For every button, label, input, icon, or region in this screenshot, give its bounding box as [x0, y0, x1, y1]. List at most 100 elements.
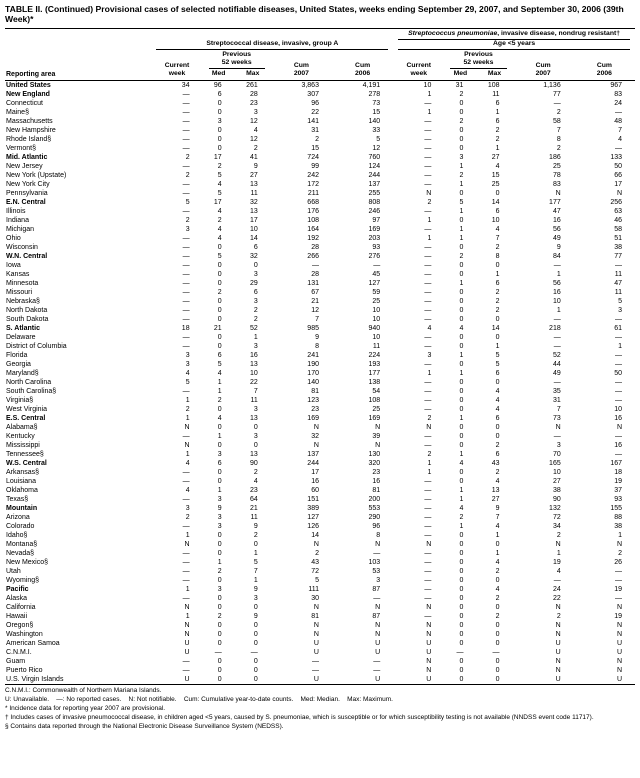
value-cell: 7	[253, 567, 258, 575]
value-cell: —	[182, 576, 190, 584]
value-cell: —	[424, 144, 432, 152]
value-cell: 10	[491, 216, 500, 224]
value-cell: 3	[253, 432, 258, 440]
value-cell: 1	[459, 162, 464, 170]
value-cell: 0	[495, 639, 500, 647]
value-cell: 4	[185, 459, 190, 467]
value-cell: 0	[459, 675, 464, 683]
value-cell: 1	[459, 351, 464, 359]
value-cell: —	[182, 549, 190, 557]
value-cell: 3	[185, 351, 190, 359]
value-cell: 19	[614, 477, 622, 485]
value-cell: 15	[491, 171, 500, 179]
table-row: Mountain 3 9 21 389 553 — 4 9 132 155	[5, 504, 635, 513]
value-cell: 2	[217, 162, 222, 170]
table-title: TABLE II. (Continued) Provisional cases …	[5, 4, 624, 25]
value-cell: 11	[614, 288, 622, 296]
value-cell: 278	[368, 90, 381, 98]
value-cell: —	[182, 117, 190, 125]
value-cell: N	[616, 423, 622, 431]
value-cell: 17	[250, 216, 258, 224]
value-cell: 5	[495, 351, 500, 359]
value-cell: 31	[455, 81, 464, 89]
value-cell: 266	[307, 252, 319, 260]
group1-header: Streptococcal disease, invasive, group A	[151, 28, 393, 51]
value-cell: 10	[372, 333, 381, 341]
value-cell: —	[311, 657, 319, 665]
value-cell: U	[184, 675, 190, 683]
value-cell: 4	[185, 369, 190, 377]
value-cell: —	[615, 144, 622, 152]
table-row: Vermont§ —0 2 15 12—0 1 2—	[5, 144, 635, 153]
value-cell: 13	[250, 207, 258, 215]
value-cell: 4	[253, 126, 258, 134]
value-cell: 0	[217, 342, 222, 350]
value-cell: —	[182, 243, 190, 251]
value-cell: —	[182, 252, 190, 260]
reporting-area-cell: California	[6, 603, 36, 611]
table-row: South Dakota — 0 2 7 10 — 0 0 — —	[5, 315, 635, 324]
value-cell: N	[426, 189, 432, 197]
value-cell: 193	[368, 360, 381, 368]
table-row: E.N. Central 5 17 32 668 808 2 5 14 177 256	[5, 198, 635, 207]
value-cell: 0	[495, 576, 500, 584]
value-cell: 3	[376, 576, 381, 584]
value-cell: —	[424, 342, 432, 350]
value-cell: 0	[459, 549, 464, 557]
value-cell: N	[555, 621, 561, 629]
value-cell: —	[311, 666, 319, 674]
value-cell: 4,191	[362, 81, 381, 89]
value-cell: —	[424, 306, 432, 314]
group2-header-label: Streptococcus pneumoniae, invasive disea…	[398, 30, 630, 41]
value-cell: 2	[459, 252, 464, 260]
value-cell: 760	[368, 153, 381, 161]
value-cell: —	[182, 288, 190, 296]
max-header-g1: Max	[234, 68, 271, 81]
value-cell: 0	[253, 603, 258, 611]
value-cell: 3,863	[301, 81, 319, 89]
value-cell: 10	[372, 306, 381, 314]
table-row: Louisiana — 0 4 16 16 — 0 4 27 19	[5, 477, 635, 486]
reporting-area-cell: Montana§	[6, 540, 38, 548]
table-header: Reporting area Streptococcal disease, in…	[5, 28, 635, 81]
value-cell: 3	[217, 450, 222, 458]
value-cell: —	[424, 261, 432, 269]
reporting-area-cell: Kansas	[6, 270, 30, 278]
value-cell: 29	[250, 279, 258, 287]
table-row: Minnesota — 0 29 131 127 — 1 6 56 47	[5, 279, 635, 288]
value-cell: 0	[459, 126, 464, 134]
table-row: W.S. Central 4 6 90 244 320 1 4 43 165 167	[5, 459, 635, 468]
value-cell: 38	[614, 522, 622, 530]
value-cell: —	[424, 297, 432, 305]
value-cell: N	[313, 603, 319, 611]
reporting-area-cell: New Mexico§	[6, 558, 49, 566]
value-cell: 0	[217, 441, 222, 449]
value-cell: 9	[253, 162, 258, 170]
value-cell: 21	[250, 504, 258, 512]
value-cell: 50	[614, 369, 622, 377]
value-cell: 23	[250, 99, 258, 107]
value-cell: 2	[495, 306, 500, 314]
value-cell: —	[424, 594, 432, 602]
value-cell: —	[424, 432, 432, 440]
value-cell: 126	[307, 522, 319, 530]
value-cell: —	[424, 288, 432, 296]
value-cell: 4	[495, 558, 500, 566]
value-cell: —	[424, 567, 432, 575]
reporting-area-cell: Iowa	[6, 261, 21, 269]
value-cell: —	[424, 486, 432, 494]
value-cell: 48	[614, 117, 622, 125]
value-cell: 0	[459, 342, 464, 350]
value-cell: 32	[250, 198, 258, 206]
value-cell: 16	[552, 288, 561, 296]
table-row: Arizona 2 3 11 127 290 — 2 7 72 88	[5, 513, 635, 522]
header-group-row: Reporting area Streptococcal disease, in…	[5, 28, 635, 81]
value-cell: 18	[181, 324, 190, 332]
value-cell: 0	[217, 279, 222, 287]
value-cell: —	[182, 207, 190, 215]
value-cell: 6	[495, 279, 500, 287]
value-cell: 0	[217, 603, 222, 611]
value-cell: —	[182, 306, 190, 314]
value-cell: 13	[250, 360, 258, 368]
value-cell: U	[313, 639, 319, 647]
